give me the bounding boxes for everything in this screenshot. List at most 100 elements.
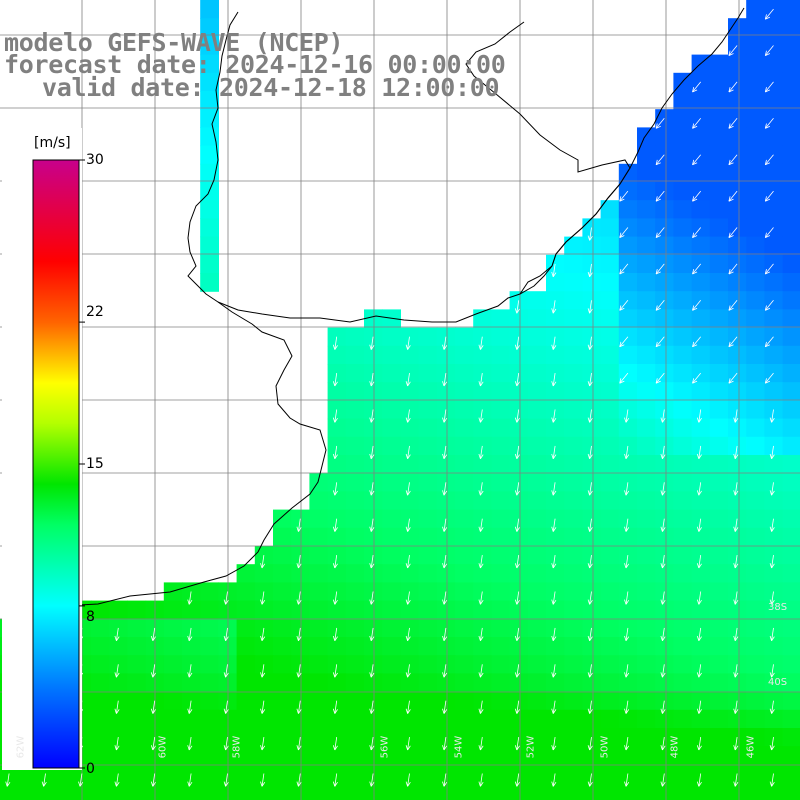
wind-speed-cell — [637, 182, 656, 201]
wind-speed-cell — [200, 691, 219, 711]
wind-speed-cell — [400, 382, 420, 401]
wind-speed-cell — [309, 509, 329, 529]
wind-speed-cell — [345, 418, 365, 438]
wind-arrow — [733, 700, 739, 714]
wind-speed-cell — [655, 345, 674, 365]
wind-speed-cell — [273, 746, 292, 765]
wind-arrow — [514, 700, 520, 714]
wind-speed-cell — [728, 782, 747, 800]
wind-speed-cell — [473, 527, 492, 547]
wind-speed-cell — [546, 527, 565, 547]
wind-speed-cell — [200, 254, 219, 274]
wind-arrow — [624, 482, 630, 496]
wind-speed-cell — [691, 782, 711, 800]
wind-speed-cell — [327, 564, 347, 583]
wind-speed-cell — [345, 345, 365, 365]
wind-arrow — [405, 409, 411, 423]
wind-speed-cell — [637, 145, 656, 165]
wind-speed-cell — [273, 509, 292, 529]
wind-speed-cell — [400, 418, 420, 438]
wind-arrow — [187, 773, 193, 787]
wind-speed-cell — [345, 527, 365, 547]
wind-speed-cell — [163, 655, 183, 674]
wind-speed-cell — [382, 455, 401, 474]
wind-speed-cell — [546, 418, 565, 438]
wind-speed-cell — [582, 273, 602, 292]
colorbar-tick-label: 0 — [86, 761, 95, 777]
wind-speed-cell — [564, 455, 583, 474]
wind-speed-cell — [655, 782, 674, 800]
wind-speed-cell — [728, 746, 747, 765]
wind-speed-cell — [564, 764, 583, 784]
colorbar-gradient — [32, 159, 80, 769]
wind-speed-cell — [564, 655, 583, 674]
wind-arrow — [764, 118, 774, 129]
wind-speed-cell — [746, 600, 765, 620]
wind-speed-cell — [691, 673, 711, 693]
wind-speed-cell — [655, 600, 674, 620]
wind-speed-cell — [782, 764, 800, 784]
wind-speed-cell — [673, 637, 693, 656]
wind-speed-cell — [127, 600, 147, 620]
wind-arrow — [551, 300, 557, 314]
wind-arrow — [332, 737, 338, 751]
wind-speed-cell — [728, 36, 747, 56]
wind-speed-cell — [418, 400, 438, 420]
wind-arrow — [733, 409, 739, 423]
wind-speed-cell — [509, 527, 529, 547]
wind-speed-cell — [582, 345, 602, 365]
wind-speed-cell — [782, 327, 800, 347]
wind-speed-cell — [764, 564, 784, 583]
wind-speed-cell — [709, 637, 729, 656]
wind-speed-cell — [637, 127, 656, 147]
wind-speed-cell — [382, 382, 401, 401]
wind-speed-cell — [564, 400, 583, 420]
wind-speed-cell — [473, 637, 492, 656]
wind-speed-cell — [182, 746, 201, 765]
wind-speed-cell — [782, 18, 800, 37]
wind-speed-cell — [728, 309, 747, 329]
wind-speed-cell — [673, 655, 693, 674]
wind-speed-cell — [764, 218, 784, 238]
wind-speed-cell — [527, 600, 547, 620]
wind-speed-cell — [709, 527, 729, 547]
wind-speed-cell — [455, 527, 474, 547]
wind-arrow — [296, 773, 302, 787]
wind-speed-cell — [618, 309, 638, 329]
wind-speed-cell — [418, 491, 438, 511]
wind-speed-cell — [746, 527, 765, 547]
wind-speed-cell — [418, 691, 438, 711]
wind-arrow — [332, 482, 338, 496]
wind-arrow — [442, 555, 448, 569]
wind-speed-cell — [709, 291, 729, 310]
wind-speed-cell — [527, 746, 547, 765]
wind-speed-cell — [418, 473, 438, 492]
wind-speed-cell — [782, 72, 800, 92]
wind-speed-cell — [564, 527, 583, 547]
wind-speed-cell — [600, 273, 620, 292]
wind-arrow — [514, 518, 520, 532]
wind-arrow — [442, 518, 448, 532]
wind-speed-cell — [600, 236, 620, 256]
wind-speed-cell — [618, 327, 638, 347]
wind-speed-cell — [418, 327, 438, 347]
wind-speed-cell — [709, 509, 729, 529]
wind-arrow — [619, 263, 629, 275]
wind-speed-cell — [491, 345, 511, 365]
wind-speed-cell — [709, 163, 729, 183]
wind-speed-cell — [564, 436, 583, 456]
wind-speed-cell — [637, 309, 656, 329]
wind-speed-cell — [18, 782, 37, 800]
wind-speed-cell — [618, 218, 638, 238]
wind-speed-cell — [655, 418, 674, 438]
wind-speed-cell — [564, 582, 583, 602]
wind-speed-cell — [455, 418, 474, 438]
wind-speed-cell — [709, 582, 729, 602]
wind-speed-cell — [527, 655, 547, 674]
wind-arrow — [187, 591, 193, 605]
wind-speed-cell — [455, 436, 474, 456]
wind-speed-cell — [764, 163, 784, 183]
wind-speed-cell — [655, 382, 674, 401]
wind-speed-cell — [673, 764, 693, 784]
wind-speed-cell — [782, 709, 800, 729]
